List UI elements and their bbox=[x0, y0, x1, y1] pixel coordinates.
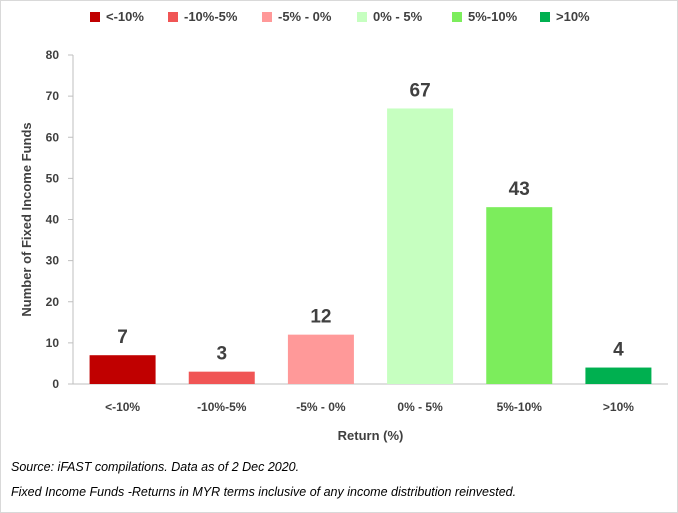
legend-swatch bbox=[168, 11, 178, 22]
legend-swatch bbox=[540, 11, 550, 22]
data-label: 67 bbox=[410, 80, 431, 101]
legend-item: >10% bbox=[540, 9, 590, 24]
legend-item: 0% - 5% bbox=[357, 9, 422, 24]
x-tick-label: -5% - 0% bbox=[296, 400, 346, 414]
x-tick-label: >10% bbox=[603, 400, 634, 414]
y-tick-label: 50 bbox=[46, 171, 60, 185]
data-label: 4 bbox=[613, 340, 624, 361]
y-axis-title: Number of Fixed Income Funds bbox=[19, 122, 34, 316]
y-tick-label: 10 bbox=[46, 336, 60, 350]
source-note: Source: iFAST compilations. Data as of 2… bbox=[11, 460, 300, 474]
y-tick-label: 20 bbox=[46, 295, 60, 309]
legend-label: -10%-5% bbox=[184, 9, 238, 24]
x-tick-label: -10%-5% bbox=[197, 400, 247, 414]
bar bbox=[287, 334, 354, 384]
bar bbox=[89, 355, 156, 384]
legend-swatch bbox=[262, 11, 272, 22]
x-tick-label: 5%-10% bbox=[497, 400, 543, 414]
bar bbox=[387, 108, 454, 385]
y-tick-label: 30 bbox=[46, 254, 60, 268]
legend-item: 5%-10% bbox=[452, 9, 517, 24]
y-tick-label: 40 bbox=[46, 213, 60, 227]
x-tick-label: <-10% bbox=[105, 400, 140, 414]
data-label: 3 bbox=[216, 344, 227, 365]
legend-item: -5% - 0% bbox=[262, 9, 331, 24]
legend-label: 0% - 5% bbox=[373, 9, 423, 24]
x-tick-label: 0% - 5% bbox=[397, 400, 443, 414]
chart-legend: <-10% -10%-5% -5% - 0% 0% - 5% 5%-10% >10% bbox=[0, 9, 678, 33]
y-tick-label: 80 bbox=[46, 48, 60, 62]
legend-label: <-10% bbox=[106, 9, 144, 24]
legend-item: -10%-5% bbox=[168, 9, 237, 24]
y-tick-label: 60 bbox=[46, 130, 60, 144]
bar bbox=[585, 367, 652, 384]
legend-item: <-10% bbox=[90, 9, 144, 24]
legend-label: >10% bbox=[556, 9, 590, 24]
data-label: 12 bbox=[310, 307, 331, 328]
y-tick-label: 0 bbox=[52, 377, 59, 391]
legend-swatch bbox=[90, 11, 100, 22]
legend-swatch bbox=[452, 11, 462, 22]
legend-swatch bbox=[357, 11, 367, 22]
data-label: 43 bbox=[509, 179, 530, 200]
bar bbox=[188, 371, 255, 384]
x-axis-title: Return (%) bbox=[338, 428, 404, 443]
y-tick-label: 70 bbox=[46, 89, 60, 103]
legend-label: 5%-10% bbox=[468, 9, 518, 24]
legend-label: -5% - 0% bbox=[278, 9, 332, 24]
data-label: 7 bbox=[117, 327, 128, 348]
bar bbox=[486, 207, 553, 384]
methodology-note: Fixed Income Funds -Returns in MYR terms… bbox=[11, 485, 517, 499]
